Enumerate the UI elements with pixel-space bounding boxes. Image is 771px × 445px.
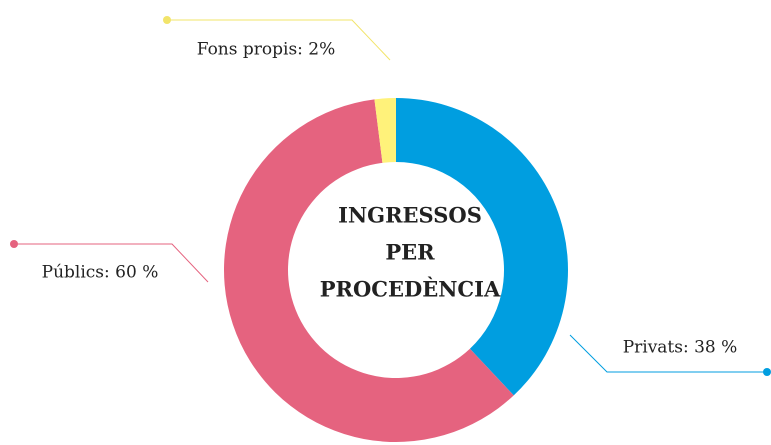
slice-label: Privats: 38 % bbox=[623, 338, 738, 358]
donut-slice bbox=[224, 99, 514, 442]
leader-dot bbox=[10, 240, 18, 248]
slice-label: Fons propis: 2% bbox=[197, 40, 336, 60]
donut-slice bbox=[396, 98, 569, 396]
leader-dot bbox=[763, 368, 771, 376]
donut-slice bbox=[374, 98, 396, 163]
leader-dot bbox=[163, 16, 171, 24]
leader-line bbox=[14, 243, 209, 283]
leader-lines bbox=[10, 16, 771, 376]
slice-label: Públics: 60 % bbox=[42, 263, 159, 283]
chart-title: INGRESSOS bbox=[338, 203, 482, 228]
leader-line bbox=[167, 19, 391, 61]
chart-title: PER bbox=[385, 240, 435, 265]
chart-title: PROCEDÈNCIA bbox=[320, 277, 501, 302]
leader-line bbox=[569, 334, 768, 373]
